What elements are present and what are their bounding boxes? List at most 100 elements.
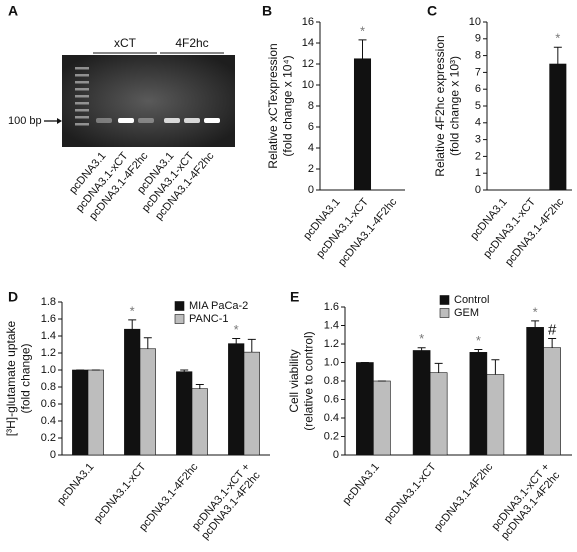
y-tick-label: 0.8 [41, 381, 56, 393]
bar [356, 362, 374, 456]
y-tick-label: 9 [475, 33, 481, 45]
y-tick-label: 0.4 [41, 415, 56, 427]
error-bar [247, 338, 256, 353]
panel-label: D [8, 289, 18, 305]
group-label: 4F2hc [175, 36, 208, 50]
panel-label: E [290, 289, 299, 305]
significance-label: * [555, 31, 560, 46]
y-tick-label: 8 [475, 50, 481, 62]
bar [139, 348, 156, 456]
significance-label: # [548, 321, 557, 338]
ladder-label: 100 bp [8, 115, 42, 127]
y-tick-label: 1.0 [41, 364, 56, 376]
y-tick-label: 0.2 [324, 430, 339, 442]
ladder-band [75, 95, 89, 98]
panel-label: C [427, 3, 437, 19]
legend-label: GEM [454, 307, 479, 319]
x-tick-label: pcDNA3.1-xCT +pcDNA3.1-4F2hc [189, 461, 263, 542]
y-tick-label: 1.2 [324, 338, 339, 350]
y-tick-label: 6 [475, 83, 481, 95]
y-tick-label: 0 [475, 184, 481, 196]
bar [429, 372, 448, 456]
error-bar [531, 320, 540, 328]
ladder-band [75, 67, 89, 70]
error-bar [491, 359, 500, 375]
gel-band [96, 118, 112, 123]
error-bar [180, 369, 189, 372]
gel-band [138, 118, 154, 123]
gel-band [184, 118, 200, 123]
y-tick-label: 1.0 [324, 356, 339, 368]
y-tick-label: 1.4 [41, 330, 56, 342]
x-tick-label: pcDNA3.1 [55, 461, 96, 507]
bar [124, 328, 141, 456]
y-tick-label: 0 [308, 184, 314, 196]
significance-label: * [130, 303, 135, 318]
gel-band [204, 118, 220, 123]
ladder-band [75, 116, 89, 119]
gel-image [62, 55, 235, 147]
gel-band [118, 118, 134, 123]
y-tick-label: 10 [302, 79, 314, 91]
bar [176, 371, 193, 456]
bar [191, 388, 208, 456]
legend-label: MIA PaCa-2 [189, 300, 248, 312]
significance-label: * [234, 322, 239, 337]
bar [486, 374, 505, 456]
bar [549, 63, 567, 191]
y-tick-label: 0 [333, 449, 339, 461]
ladder-band [75, 88, 89, 91]
y-tick-label: 4 [308, 142, 314, 154]
error-bar [434, 362, 443, 373]
x-tick-label: pcDNA3.1 [340, 461, 381, 507]
y-axis-label: Cell viability(relative to control) [287, 331, 315, 430]
y-tick-label: 1.6 [324, 301, 339, 313]
y-tick-label: 1.2 [41, 347, 56, 359]
y-axis-label: Relative 4F2hc expression(fold change x … [433, 35, 461, 176]
y-tick-label: 6 [308, 121, 314, 133]
y-tick-label: 14 [302, 37, 314, 49]
bar [469, 352, 488, 456]
bar [543, 347, 561, 456]
panel-label: A [8, 3, 18, 19]
y-tick-label: 4 [475, 117, 481, 129]
x-tick-label: pcDNA3.1-xCT [92, 461, 149, 526]
y-tick-label: 2 [308, 163, 314, 175]
group-label: xCT [114, 36, 137, 50]
bar [526, 327, 544, 456]
arrow-head [57, 118, 62, 124]
significance-label: * [360, 23, 365, 38]
y-tick-label: 7 [475, 66, 481, 78]
ladder-band [75, 109, 89, 112]
ladder-band [75, 102, 89, 105]
x-tick-label: pcDNA3.1-4F2hc [432, 461, 496, 534]
legend-label: Control [454, 294, 489, 306]
error-bar [232, 338, 241, 344]
legend-swatch [174, 301, 185, 311]
bar [353, 58, 372, 191]
legend-swatch [174, 314, 185, 324]
y-tick-label: 0.6 [41, 398, 56, 410]
ladder-band [75, 81, 89, 84]
error-bar [358, 39, 367, 59]
y-tick-label: 0.4 [324, 412, 339, 424]
y-tick-label: 1 [475, 167, 481, 179]
y-tick-label: 0.6 [324, 393, 339, 405]
y-tick-label: 0.8 [324, 375, 339, 387]
y-tick-label: 0.2 [41, 432, 56, 444]
error-bar [128, 319, 137, 330]
y-tick-label: 5 [475, 100, 481, 112]
y-axis-label: Relative xCTexpression(fold change x 10⁴… [266, 43, 294, 168]
error-bar [474, 349, 483, 353]
x-tick-label: pcDNA3.1-xCT +pcDNA3.1-4F2hc [489, 461, 563, 542]
legend-swatch [439, 295, 450, 305]
legend-swatch [439, 308, 450, 318]
y-tick-label: 8 [308, 100, 314, 112]
bar [87, 369, 104, 456]
x-tick-label: pcDNA3.1-xCT [382, 461, 439, 526]
legend-label: PANC-1 [189, 313, 229, 325]
error-bar [143, 337, 152, 349]
significance-label: * [476, 333, 481, 348]
y-tick-label: 10 [469, 16, 481, 28]
